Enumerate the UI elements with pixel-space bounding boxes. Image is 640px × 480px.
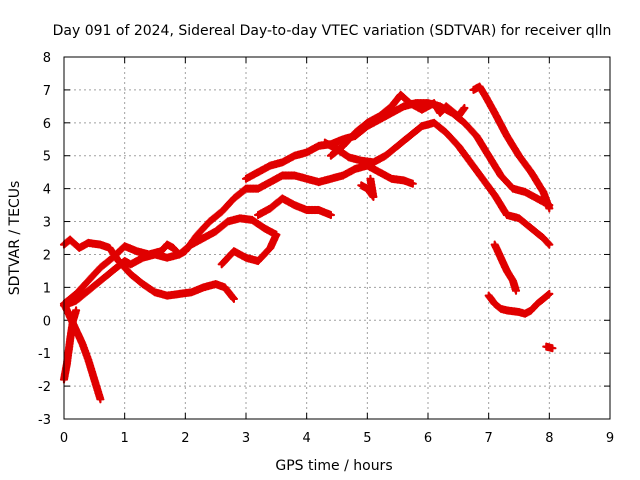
x-tick-label: 2 <box>181 431 189 446</box>
x-tick-label: 0 <box>60 431 68 446</box>
series-track-9 <box>254 194 335 220</box>
x-tick-label: 5 <box>363 431 371 446</box>
y-tick-label: 3 <box>43 216 51 231</box>
y-tick-label: 4 <box>43 183 51 198</box>
x-tick-label: 4 <box>303 431 311 446</box>
series-track-8 <box>217 230 281 269</box>
y-tick-label: -1 <box>38 347 51 362</box>
y-axis-label: SDTVAR / TECUs <box>7 181 23 296</box>
tick-labels: 0 1 2 3 4 5 6 7 8 9 -3 -2 -1 0 1 2 3 4 5 6 7 8 <box>38 51 614 446</box>
y-tick-label: 0 <box>43 314 51 329</box>
y-tick-label: 7 <box>43 84 51 99</box>
y-tick-label: 1 <box>43 281 51 296</box>
y-tick-label: 5 <box>43 150 51 165</box>
series-track-5 <box>320 118 554 249</box>
x-tick-label: 6 <box>424 431 432 446</box>
chart-title: Day 091 of 2024, Sidereal Day-to-day VTE… <box>53 23 612 39</box>
y-tick-label: 6 <box>43 117 51 132</box>
series-track-15 <box>542 342 557 353</box>
series-track-13 <box>490 240 521 295</box>
y-tick-label: 2 <box>43 248 51 263</box>
y-tick-label: -3 <box>38 413 51 428</box>
series-track-7 <box>469 82 554 213</box>
y-tick-label: -2 <box>38 380 51 395</box>
series-track-6 <box>326 90 469 160</box>
x-tick-label: 7 <box>485 431 493 446</box>
series-track-14 <box>484 289 554 318</box>
y-tick-label: 8 <box>43 51 51 66</box>
x-tick-label: 3 <box>242 431 250 446</box>
series-track-10 <box>357 174 378 201</box>
x-tick-label: 8 <box>545 431 553 446</box>
x-tick-label: 1 <box>121 431 129 446</box>
x-tick-label: 9 <box>606 431 614 446</box>
x-axis-label: GPS time / hours <box>275 458 392 474</box>
plot-frame <box>63 56 611 420</box>
